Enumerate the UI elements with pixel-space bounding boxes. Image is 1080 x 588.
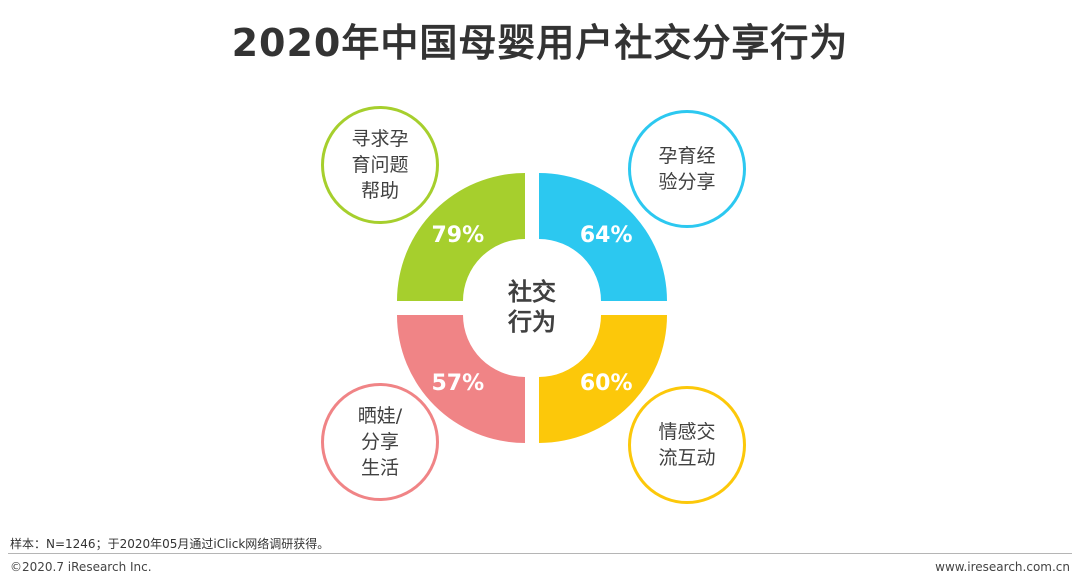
footer-divider [8,553,1072,554]
center-label-line: 社交 [508,278,556,306]
value-label-experience-share: 64% [580,223,633,248]
bubble-baby-life-share: 晒娃/分享 生活 [321,383,439,501]
bubble-label-experience-share: 孕育经 验分享 [658,145,716,193]
website-link: www.iresearch.com.cn [935,560,1070,574]
bubble-label-seek-help: 寻求孕 育问题 帮助 [351,128,409,202]
donut-segment-experience-share [539,173,667,301]
value-label-baby-life-share: 57% [431,371,484,396]
bubble-emotional-interaction: 情感交 流互动 [628,386,746,504]
bubble-seek-help: 寻求孕 育问题 帮助 [321,106,439,224]
bubble-experience-share: 孕育经 验分享 [628,110,746,228]
donut-segment-seek-help [397,173,525,301]
value-label-emotional-interaction: 60% [580,371,633,396]
donut-segment-emotional-interaction [539,315,667,443]
center-label-line: 行为 [507,308,556,336]
bubble-label-emotional-interaction: 情感交 流互动 [658,421,716,469]
donut-segment-baby-life-share [397,315,525,443]
chart-title: 2020年中国母婴用户社交分享行为 [231,21,849,65]
value-label-seek-help: 79% [431,223,484,248]
sample-note: 样本：N=1246；于2020年05月通过iClick网络调研获得。 [10,537,330,551]
bubble-label-baby-life-share: 晒娃/分享 生活 [357,405,403,479]
copyright: ©2020.7 iResearch Inc. [10,560,152,574]
